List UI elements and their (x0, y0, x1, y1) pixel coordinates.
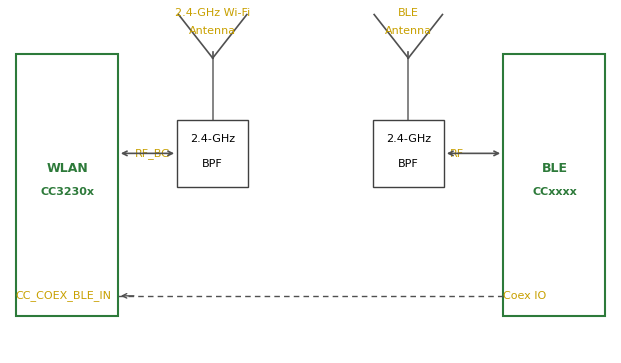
Bar (373, 120, 444, 187)
Text: WLAN: WLAN (46, 162, 88, 175)
Text: 2.4-GHz Wi-Fi: 2.4-GHz Wi-Fi (175, 8, 250, 18)
Text: Antenna: Antenna (385, 26, 432, 36)
Text: CCxxxx: CCxxxx (532, 187, 577, 197)
Text: 2.4-GHz: 2.4-GHz (386, 134, 431, 144)
Text: CC_COEX_BLE_IN: CC_COEX_BLE_IN (16, 290, 112, 301)
Text: BPF: BPF (398, 159, 419, 169)
Text: BLE: BLE (542, 162, 568, 175)
Text: Antenna: Antenna (189, 26, 236, 36)
Text: BPF: BPF (202, 159, 223, 169)
Bar (503, 54, 605, 316)
Text: RF: RF (450, 148, 465, 159)
Text: BLE: BLE (398, 8, 419, 18)
Text: RF_BG: RF_BG (135, 148, 171, 159)
Text: Coex IO: Coex IO (503, 291, 546, 301)
Text: 2.4-GHz: 2.4-GHz (190, 134, 235, 144)
Bar (16, 54, 118, 316)
Bar (177, 120, 248, 187)
Text: CC3230x: CC3230x (40, 187, 94, 197)
